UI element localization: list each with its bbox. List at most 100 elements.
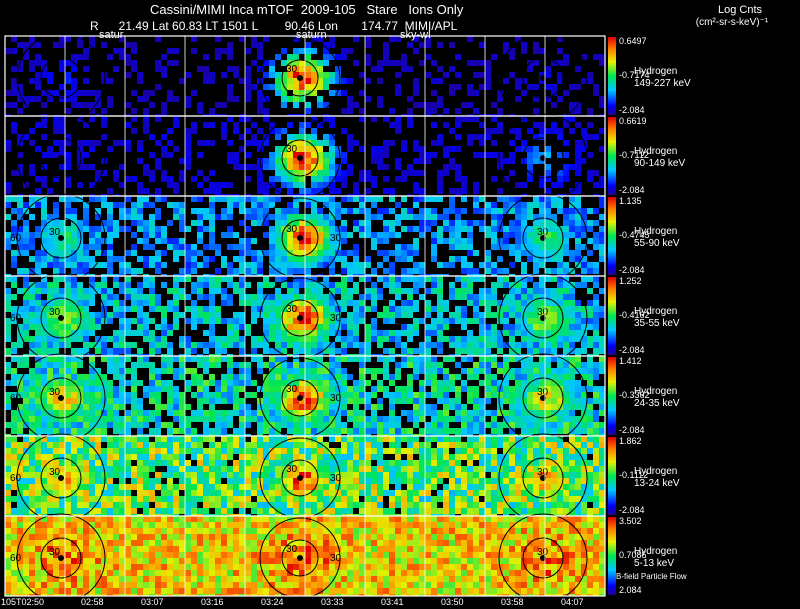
count-cell [341,460,347,466]
count-cell [155,324,161,330]
count-cell [59,448,65,454]
count-cell [167,398,173,404]
count-cell [161,362,167,368]
count-cell [41,152,47,158]
count-cell [65,202,71,208]
count-cell [173,294,179,300]
count-cell [269,262,275,268]
count-cell [413,158,419,164]
count-cell [377,102,383,108]
count-cell [467,416,473,422]
count-cell [287,202,293,208]
count-cell [479,436,485,442]
count-cell [257,214,263,220]
count-cell [41,72,47,78]
contour-ring [522,217,564,259]
count-cell [401,472,407,478]
count-cell [521,182,527,188]
count-cell [437,114,443,116]
count-cell [527,368,533,374]
count-cell [485,232,491,238]
count-cell [239,466,245,472]
count-cell [461,428,467,434]
count-cell [569,434,575,436]
count-cell [227,356,233,362]
count-cell [17,96,23,102]
count-cell [293,436,299,442]
count-cell [533,256,539,262]
count-cell [23,404,29,410]
count-cell [329,300,335,306]
count-cell [323,416,329,422]
count-cell [365,354,371,356]
count-cell [401,460,407,466]
count-cell [209,114,215,116]
count-cell [485,460,491,466]
count-cell [179,410,185,416]
count-cell [89,392,95,398]
count-cell [323,220,329,226]
count-cell [269,460,275,466]
count-cell [335,238,341,244]
count-cell [377,472,383,478]
count-cell [143,422,149,428]
count-cell [107,78,113,84]
count-cell [491,282,497,288]
count-cell [425,158,431,164]
count-cell [485,466,491,472]
count-cell [83,392,89,398]
count-cell [365,36,371,42]
count-cell [389,336,395,342]
count-cell [533,122,539,128]
count-cell [551,128,557,134]
count-cell [479,454,485,460]
count-cell [425,472,431,478]
count-cell [305,282,311,288]
count-cell [119,36,125,42]
count-cell [203,392,209,398]
count-cell [215,472,221,478]
count-cell [383,460,389,466]
count-cell [191,122,197,128]
count-cell [389,306,395,312]
count-cell [455,232,461,238]
count-cell [311,170,317,176]
count-cell [41,410,47,416]
count-cell [89,140,95,146]
count-cell [107,244,113,250]
count-cell [35,428,41,434]
count-cell [557,128,563,134]
count-cell [47,368,53,374]
count-cell [347,410,353,416]
count-cell [35,356,41,362]
count-cell [41,116,47,122]
count-cell [323,434,329,436]
count-cell [227,434,233,436]
count-cell [437,422,443,428]
count-cell [263,84,269,90]
count-cell [383,392,389,398]
count-cell [59,404,65,410]
count-cell [485,60,491,66]
count-cell [233,312,239,318]
count-cell [35,176,41,182]
count-cell [311,348,317,354]
count-cell [125,140,131,146]
count-cell [179,416,185,422]
count-cell [413,276,419,282]
count-cell [533,158,539,164]
count-cell [221,416,227,422]
count-cell [191,410,197,416]
count-cell [119,472,125,478]
count-cell [5,244,11,250]
count-cell [5,276,11,282]
count-cell [35,342,41,348]
count-cell [275,256,281,262]
count-cell [293,460,299,466]
count-cell [185,460,191,466]
count-cell [353,380,359,386]
count-cell [311,410,317,416]
count-cell [263,116,269,122]
count-cell [587,442,593,448]
